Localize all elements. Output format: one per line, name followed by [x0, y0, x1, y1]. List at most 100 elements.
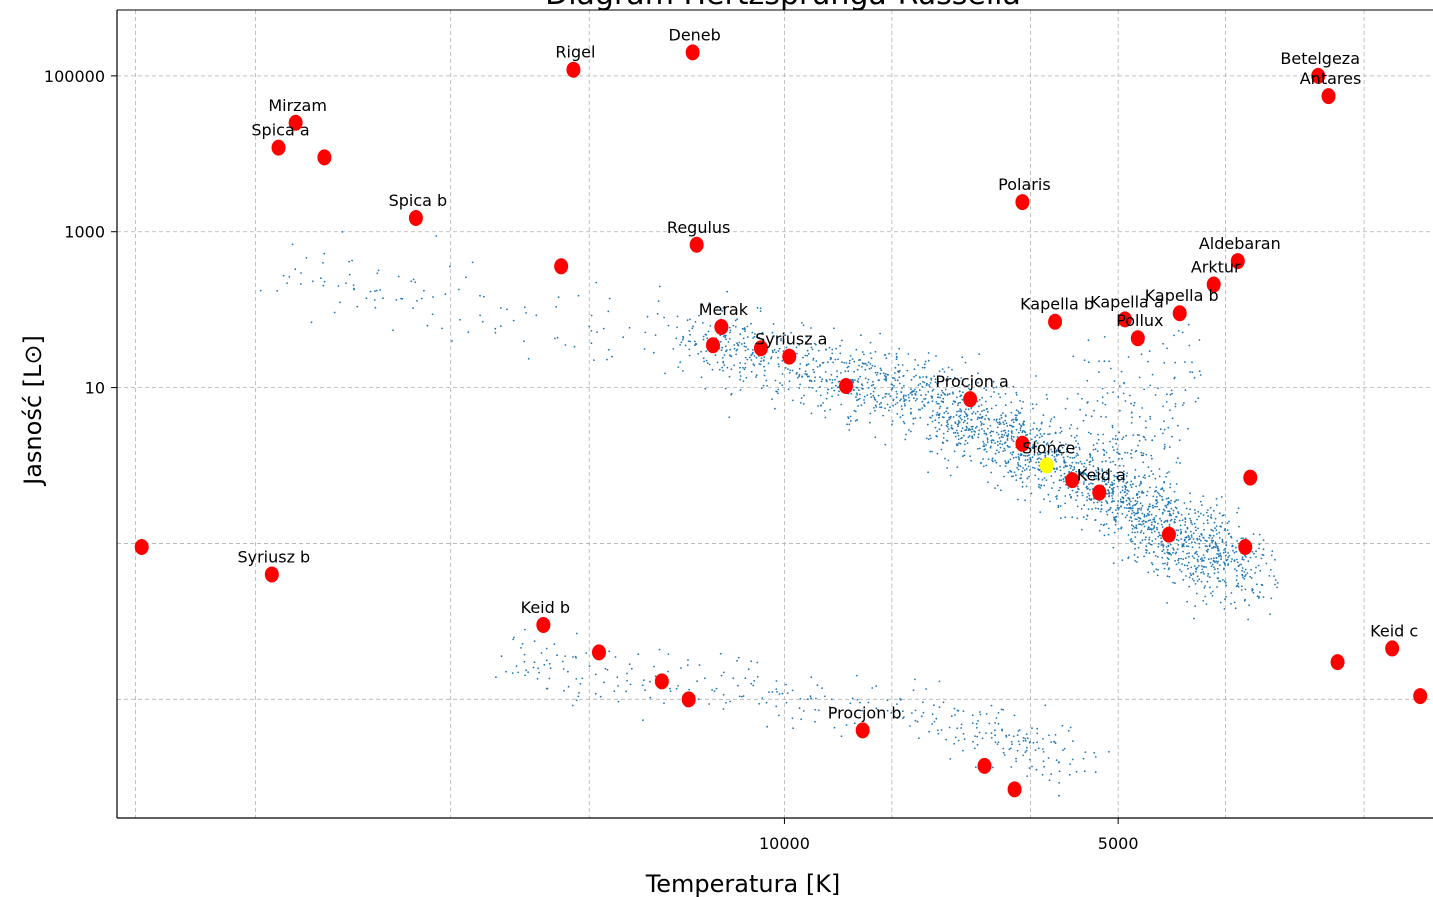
scatter-dot [1103, 523, 1106, 526]
scatter-dot [994, 722, 997, 724]
scatter-dot [1180, 557, 1182, 560]
scatter-dot [1214, 568, 1216, 571]
scatter-dot [1132, 497, 1134, 500]
scatter-dot [959, 442, 962, 445]
scatter-dot [990, 471, 993, 474]
scatter-dot [1202, 559, 1205, 562]
scatter-dot [1243, 578, 1246, 580]
scatter-dot [471, 261, 474, 264]
scatter-dot [1189, 492, 1191, 495]
scatter-dot [1161, 488, 1164, 490]
scatter-dot [1218, 531, 1221, 534]
scatter-dot [1201, 568, 1204, 571]
star-label: Regulus [667, 218, 730, 237]
scatter-dot [687, 340, 690, 342]
scatter-dot [750, 370, 753, 373]
scatter-dot [1036, 732, 1039, 735]
scatter-dot [1056, 495, 1058, 497]
scatter-dot [998, 421, 1001, 424]
scatter-dot [986, 438, 989, 441]
scatter-dot [1212, 546, 1215, 549]
scatter-dot [927, 359, 930, 362]
scatter-dot [977, 436, 979, 439]
scatter-dot [1184, 389, 1187, 392]
scatter-dot [1019, 465, 1022, 468]
scatter-dot [938, 413, 941, 415]
scatter-dot [572, 656, 574, 658]
scatter-dot [1076, 485, 1079, 488]
scatter-dot [521, 643, 524, 645]
scatter-dot [935, 401, 938, 403]
scatter-dot [964, 443, 966, 446]
scatter-dot [1210, 514, 1213, 516]
scatter-dot [856, 394, 858, 396]
scatter-dot [637, 653, 640, 656]
scatter-dot [848, 429, 851, 431]
scatter-dot [835, 384, 837, 387]
scatter-dot [1236, 540, 1239, 542]
scatter-dot [1165, 475, 1167, 478]
scatter-dot [1168, 510, 1171, 513]
scatter-dot [1123, 470, 1125, 472]
scatter-dot [891, 384, 894, 386]
scatter-dot [1245, 556, 1247, 558]
scatter-dot [1198, 542, 1201, 545]
scatter-dot [850, 392, 853, 395]
scatter-dot [888, 409, 890, 412]
scatter-dot [1130, 422, 1133, 424]
scatter-dot [856, 419, 859, 421]
scatter-dot [971, 412, 974, 415]
scatter-dot [971, 428, 974, 430]
star-label: Aldebaran [1199, 234, 1281, 253]
scatter-dot [967, 429, 970, 432]
scatter-dot [1226, 558, 1228, 561]
scatter-dot [1151, 521, 1153, 524]
scatter-dot [861, 362, 864, 364]
scatter-dot [1274, 579, 1277, 581]
scatter-dot [1138, 490, 1140, 493]
star-label: Antares [1300, 69, 1362, 88]
scatter-dot [746, 358, 749, 361]
scatter-dot [825, 397, 828, 400]
scatter-dot [337, 285, 340, 287]
scatter-dot [1161, 511, 1164, 514]
star-label: Deneb [669, 25, 721, 44]
scatter-dot [976, 735, 979, 738]
scatter-dot [1153, 517, 1156, 519]
scatter-dot [1177, 529, 1180, 532]
y-tick-label: 100000 [44, 67, 105, 86]
scatter-dot [1200, 504, 1203, 506]
scatter-dot [1270, 597, 1273, 600]
scatter-dot [1107, 476, 1110, 479]
scatter-dot [1054, 431, 1057, 434]
scatter-dot [995, 461, 998, 464]
scatter-dot [1185, 545, 1188, 548]
scatter-dot [1021, 407, 1023, 410]
scatter-dot [743, 345, 746, 348]
scatter-dot [1169, 483, 1172, 485]
scatter-dot [1271, 550, 1274, 553]
scatter-dot [556, 654, 558, 657]
scatter-dot [802, 710, 805, 712]
scatter-dot [935, 414, 938, 416]
scatter-dot [914, 388, 916, 391]
scatter-dot [1070, 465, 1073, 468]
scatter-dot [995, 404, 997, 407]
scatter-dot [1179, 524, 1182, 527]
scatter-dot [788, 380, 791, 383]
scatter-dot [977, 433, 980, 436]
scatter-dot [802, 324, 805, 327]
y-tick-label: 1000 [64, 223, 105, 242]
scatter-dot [722, 307, 725, 309]
scatter-dot [604, 667, 607, 670]
scatter-dot [1038, 436, 1041, 439]
scatter-dot [1177, 559, 1179, 562]
scatter-dot [985, 389, 988, 391]
scatter-dot [1164, 504, 1167, 507]
scatter-dot [1024, 739, 1027, 742]
scatter-dot [1149, 384, 1152, 387]
scatter-dot [1107, 533, 1110, 536]
scatter-dot [982, 440, 984, 443]
scatter-dot [1034, 436, 1037, 438]
scatter-dot [815, 343, 817, 346]
